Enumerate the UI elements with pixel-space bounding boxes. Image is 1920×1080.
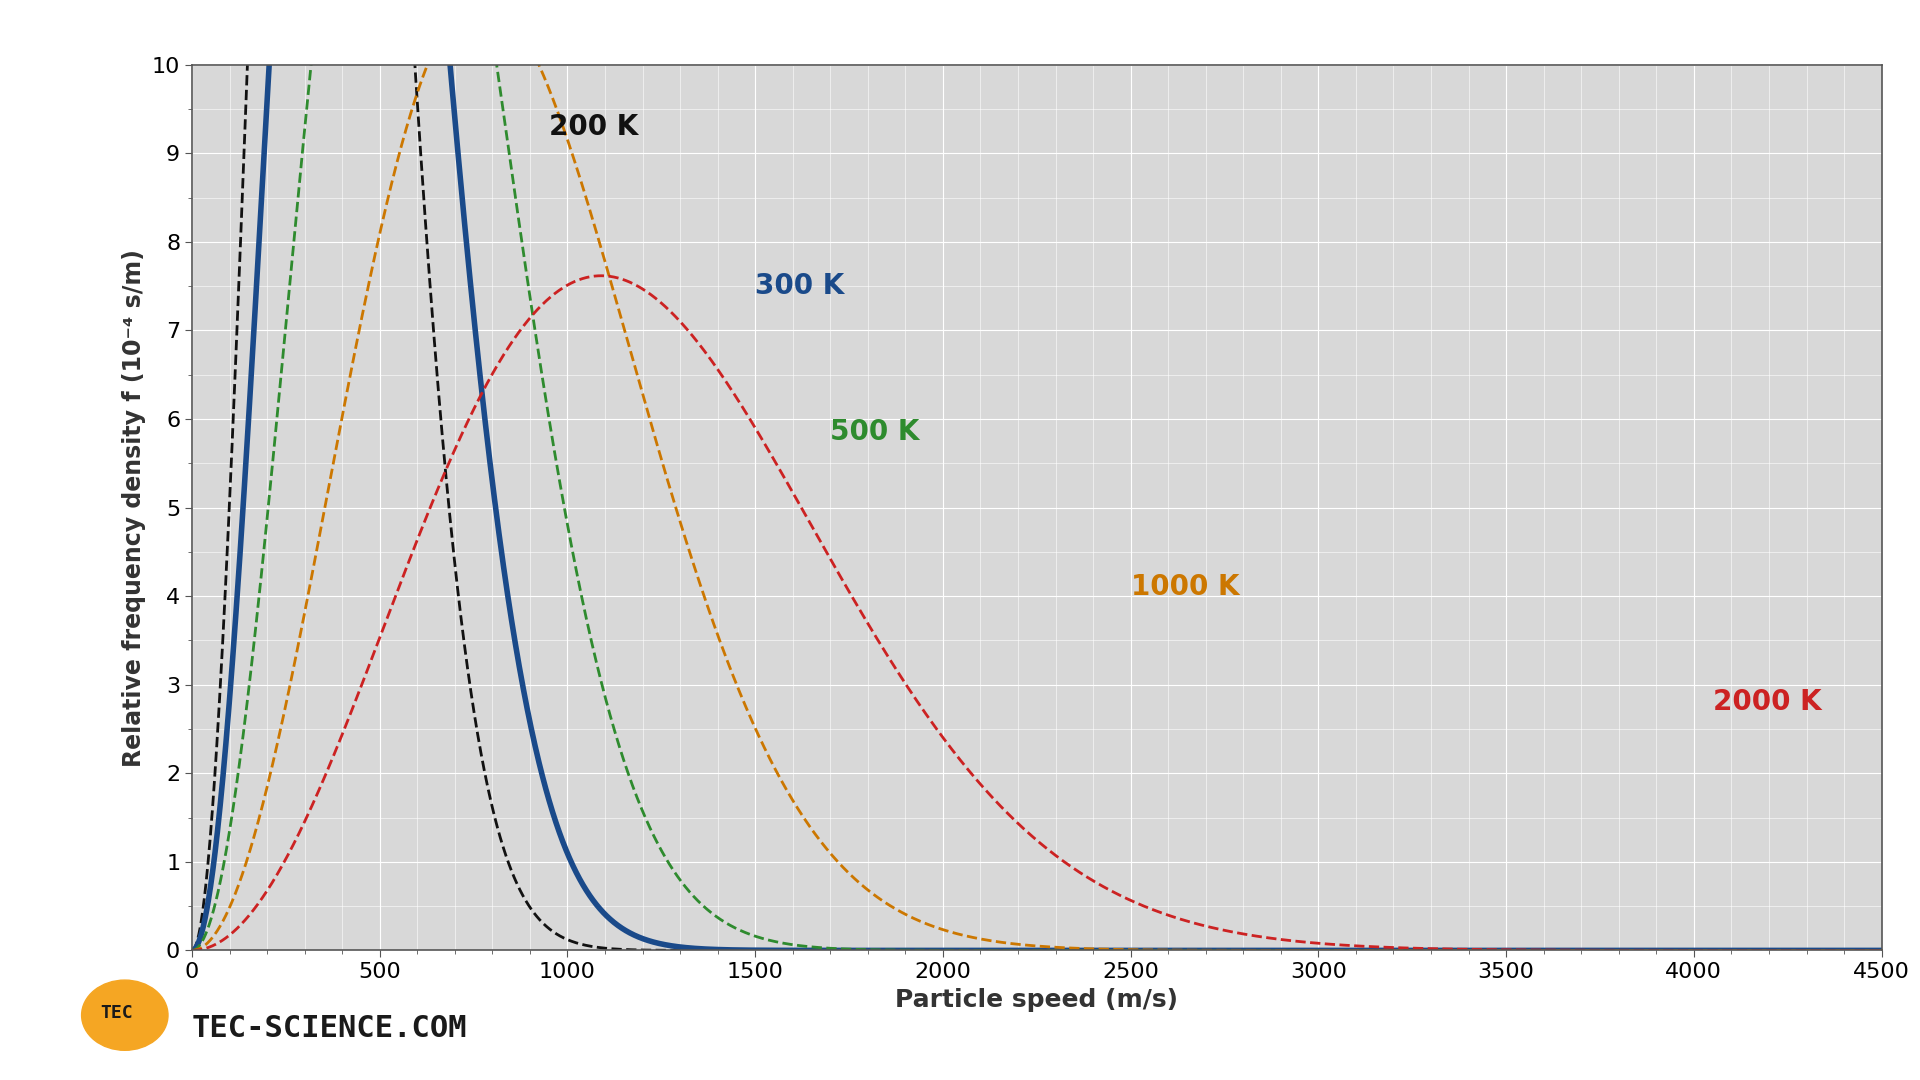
Text: 200 K: 200 K — [549, 112, 637, 140]
Text: 500 K: 500 K — [829, 418, 920, 446]
Text: 1000 K: 1000 K — [1131, 573, 1238, 602]
X-axis label: Particle speed (m/s): Particle speed (m/s) — [895, 988, 1179, 1012]
Text: TEC-SCIENCE.COM: TEC-SCIENCE.COM — [192, 1014, 468, 1043]
Y-axis label: Relative frequency density f (10⁻⁴ s/m): Relative frequency density f (10⁻⁴ s/m) — [123, 248, 146, 767]
Text: TEC: TEC — [100, 1004, 132, 1023]
Text: 2000 K: 2000 K — [1713, 688, 1822, 716]
Text: 300 K: 300 K — [755, 272, 845, 300]
